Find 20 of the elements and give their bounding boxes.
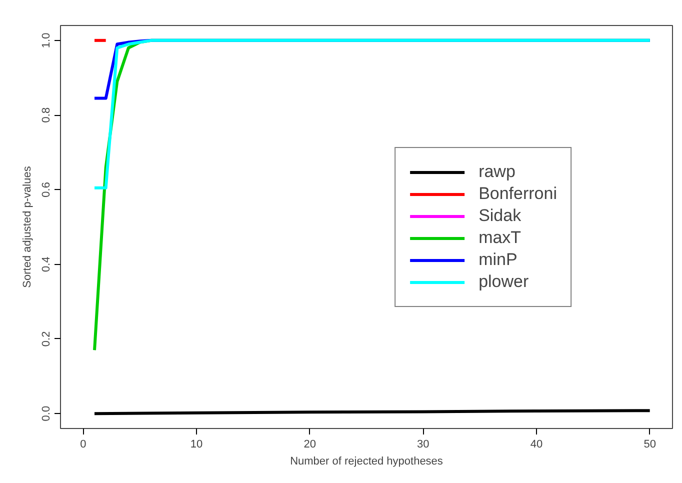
y-tick-label: 1.0 <box>40 32 52 48</box>
x-axis-title: Number of rejected hypotheses <box>290 456 444 468</box>
legend-label: Bonferroni <box>478 184 557 204</box>
legend-label: rawp <box>478 162 516 182</box>
x-tick-label: 50 <box>644 438 656 450</box>
legend-label: plower <box>478 272 529 292</box>
y-tick-label: 0.8 <box>40 107 52 123</box>
x-tick-label: 20 <box>304 438 316 450</box>
y-tick-label: 0.2 <box>40 331 52 347</box>
legend-label: minP <box>478 250 518 270</box>
legend-label: Sidak <box>478 206 522 226</box>
y-tick-label: 0.4 <box>40 256 52 272</box>
legend-label: maxT <box>478 228 522 248</box>
x-tick-label: 30 <box>417 438 430 450</box>
y-tick-label: 0.0 <box>40 406 52 422</box>
y-axis-title: Sorted adjusted p-values <box>22 166 34 288</box>
x-tick-label: 0 <box>80 438 86 450</box>
x-tick-label: 40 <box>530 438 543 450</box>
x-tick-label: 10 <box>190 438 203 450</box>
y-tick-label: 0.6 <box>40 182 52 198</box>
